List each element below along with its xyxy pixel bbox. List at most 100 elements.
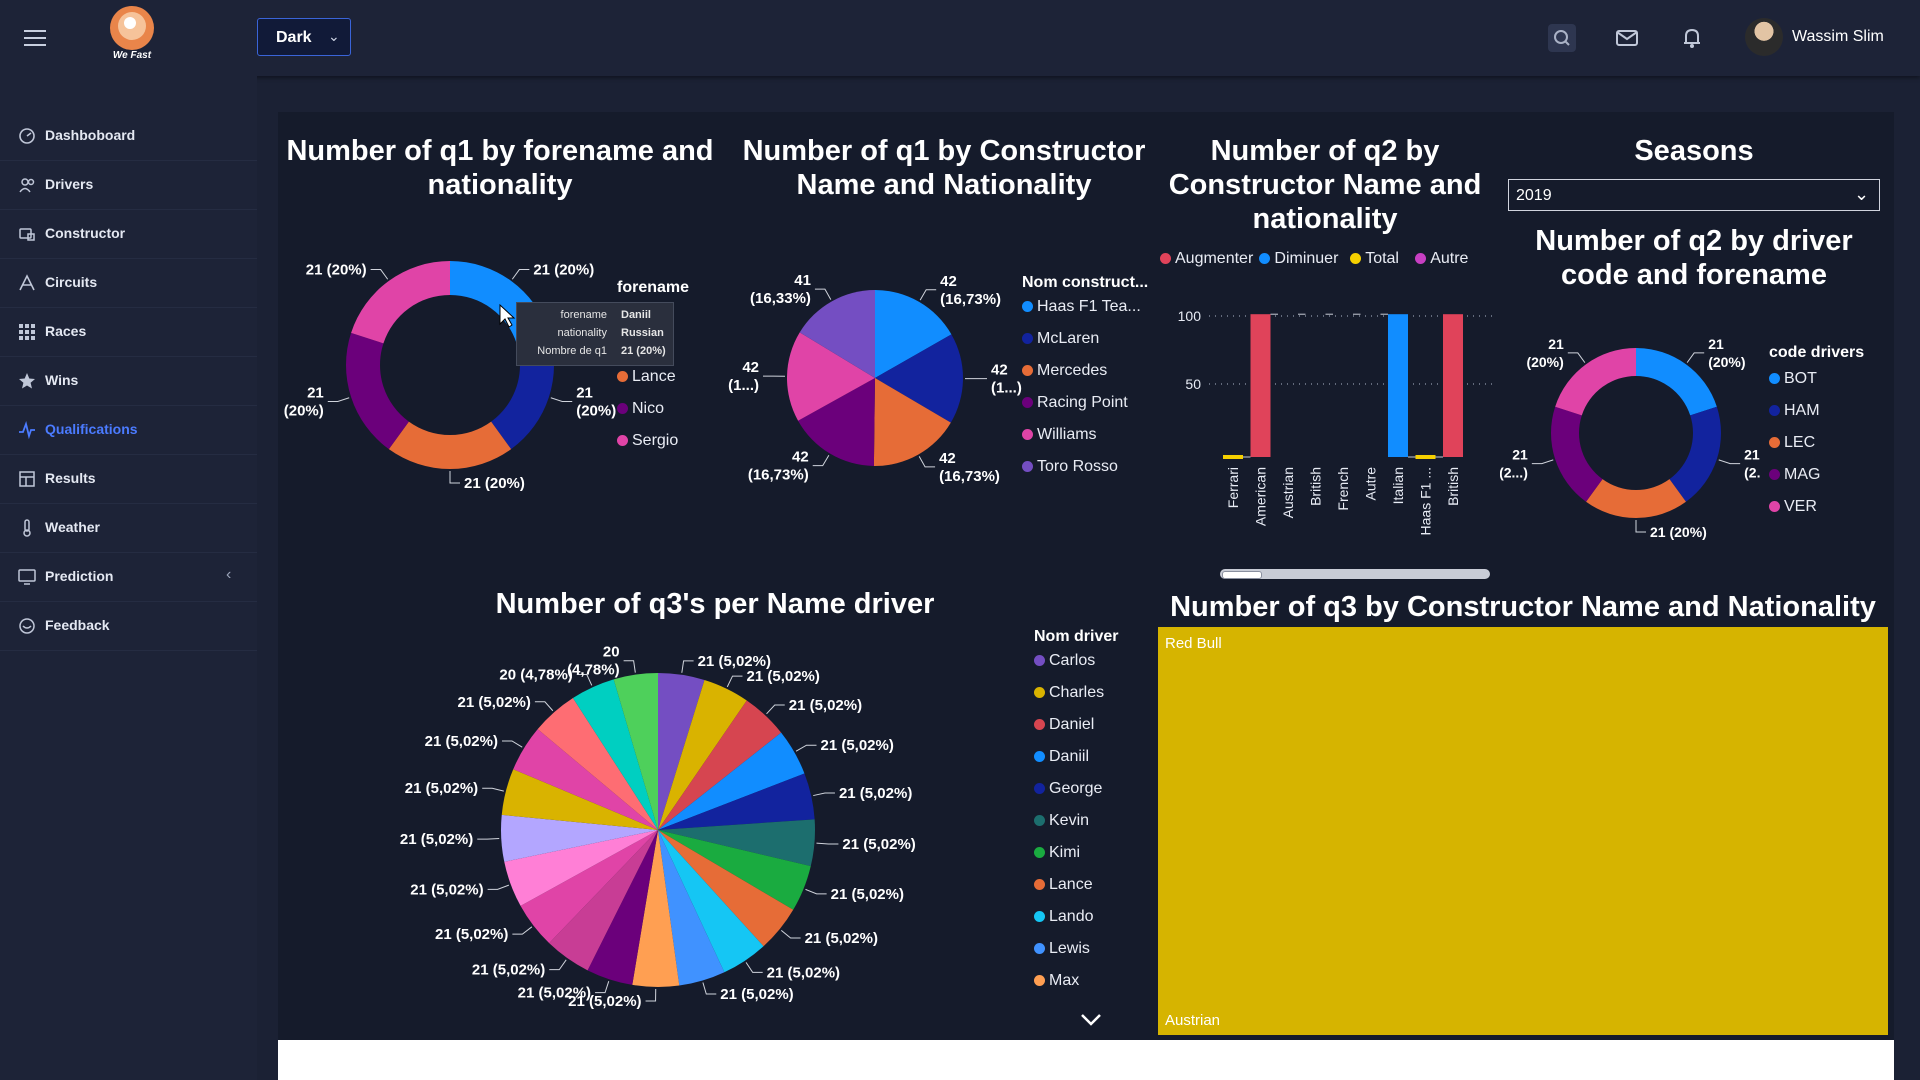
legend-item[interactable]: George (1034, 780, 1102, 798)
legend-item[interactable]: LEC (1769, 434, 1815, 452)
donut-slice[interactable] (1555, 348, 1636, 416)
legend-item[interactable]: Mercedes (1022, 362, 1107, 380)
sidebar-item-prediction[interactable]: Prediction ‹ (0, 553, 257, 601)
legend-item[interactable]: VER (1769, 498, 1817, 516)
pie-slice[interactable] (632, 830, 680, 987)
sidebar-item-constructor[interactable]: Constructor (0, 210, 257, 258)
legend-item[interactable]: Toro Rosso (1022, 458, 1118, 476)
sidebar-item-weather[interactable]: Weather (0, 504, 257, 552)
horizontal-scrollbar[interactable] (1220, 569, 1490, 579)
waterfall-bar[interactable] (1443, 314, 1463, 457)
legend-scroll-down-icon[interactable] (1080, 1012, 1102, 1028)
legend-item[interactable]: Lance (1034, 876, 1093, 894)
pie-slice[interactable] (549, 830, 658, 971)
app-logo[interactable] (100, 2, 164, 66)
waterfall-bar[interactable] (1223, 455, 1243, 459)
legend-item[interactable]: Carlos (1034, 652, 1095, 670)
donut-slice[interactable] (351, 261, 450, 344)
bell-icon[interactable] (1677, 23, 1707, 53)
donut-slice[interactable] (1551, 406, 1603, 502)
sidebar-item-dashboboard[interactable]: Dashboboard (0, 112, 257, 160)
pie-slice[interactable] (798, 378, 875, 466)
pie-slice[interactable] (658, 773, 815, 830)
legend-item[interactable]: Sergio (617, 432, 678, 450)
legend-item[interactable]: Lance (617, 368, 676, 386)
legend-item[interactable]: Lewis (1034, 940, 1090, 958)
legend-item[interactable]: Daniil (1034, 748, 1089, 766)
sidebar-item-drivers[interactable]: Drivers (0, 161, 257, 209)
waterfall-bar[interactable] (1388, 314, 1408, 457)
donut-slice[interactable] (1586, 479, 1686, 518)
legend-item[interactable]: Charles (1034, 684, 1104, 702)
q3-driver-pie-chart[interactable]: 21 (5,02%)21 (5,02%)21 (5,02%)21 (5,02%)… (360, 625, 960, 1020)
pie-slice[interactable] (875, 290, 952, 378)
sidebar-item-feedback[interactable]: Feedback (0, 602, 257, 650)
legend-item[interactable]: Autre (1415, 250, 1468, 268)
legend-item[interactable]: BOT (1769, 370, 1817, 388)
legend-label: Lando (1049, 908, 1094, 925)
pie-slice[interactable] (587, 830, 658, 985)
sidebar-item-results[interactable]: Results (0, 455, 257, 503)
seasons-dropdown[interactable]: 2019 ⌄ (1508, 179, 1880, 211)
sidebar-item-qualifications[interactable]: Qualifications (0, 406, 257, 454)
avatar[interactable] (1745, 18, 1783, 56)
pie-slice[interactable] (537, 698, 658, 830)
scrollbar-thumb[interactable] (1222, 571, 1262, 579)
legend-item[interactable]: Kevin (1034, 812, 1089, 830)
q2-driver-donut-chart[interactable]: 21 (20%) 21 (2...) 21 (20%) 21 (2...) 21 (20%) (1500, 315, 1760, 545)
q2-waterfall-chart[interactable]: 100 50 Ferrari American Austrian British Frenc… (1165, 275, 1495, 535)
chevron-left-icon[interactable]: ‹ (226, 566, 232, 583)
pie-slice[interactable] (658, 700, 782, 830)
legend-item[interactable]: Haas F1 Tea... (1022, 298, 1141, 316)
search-icon[interactable] (1547, 23, 1577, 53)
legend-item[interactable]: Williams (1022, 426, 1097, 444)
pie-slice[interactable] (658, 830, 725, 986)
pie-slice[interactable] (799, 290, 875, 378)
pie-slice[interactable] (613, 673, 658, 830)
legend-item[interactable]: Nico (617, 400, 664, 418)
data-label: (16,73%) (939, 468, 1000, 485)
pie-slice[interactable] (504, 830, 658, 906)
donut-slice[interactable] (1636, 348, 1717, 416)
sidebar-item-races[interactable]: Races (0, 308, 257, 356)
pie-slice[interactable] (658, 830, 794, 947)
waterfall-bar[interactable] (1415, 455, 1436, 459)
legend-item[interactable]: Total (1350, 250, 1399, 268)
pie-slice[interactable] (658, 830, 764, 973)
legend-item[interactable]: Augmenter (1160, 250, 1253, 268)
q1-constructor-pie-chart[interactable]: 42(16,73%)42(1...)42(16,73%)42(16,73%)42… (720, 250, 1030, 510)
legend-item[interactable]: McLaren (1022, 330, 1099, 348)
pie-slice[interactable] (658, 819, 815, 867)
legend-item[interactable]: Daniel (1034, 716, 1094, 734)
pie-slice[interactable] (875, 334, 963, 423)
pie-slice[interactable] (658, 830, 811, 910)
q3-constructor-treemap-tile[interactable]: Red Bull Austrian (1158, 627, 1888, 1035)
mail-icon[interactable] (1612, 23, 1642, 53)
pie-slice[interactable] (873, 378, 951, 466)
pie-slice[interactable] (501, 814, 658, 862)
sidebar-item-wins[interactable]: Wins (0, 357, 257, 405)
sidebar-item-circuits[interactable]: Circuits (0, 259, 257, 307)
legend-item[interactable]: Max (1034, 972, 1079, 990)
hamburger-menu-icon[interactable] (18, 22, 52, 52)
legend-item[interactable]: Kimi (1034, 844, 1080, 862)
pie-slice[interactable] (513, 729, 658, 830)
legend-item[interactable]: MAG (1769, 466, 1820, 484)
donut-slice[interactable] (388, 421, 512, 469)
pie-slice[interactable] (658, 673, 705, 830)
waterfall-bar[interactable] (1250, 314, 1271, 457)
user-name[interactable]: Wassim Slim (1792, 28, 1884, 45)
legend-item[interactable]: Racing Point (1022, 394, 1128, 412)
pie-slice[interactable] (787, 332, 875, 421)
legend-item[interactable]: Diminuer (1259, 250, 1338, 268)
theme-select[interactable]: Dark ⌄ (257, 18, 351, 56)
pie-slice[interactable] (501, 769, 658, 830)
pie-slice[interactable] (658, 732, 805, 830)
legend-item[interactable]: HAM (1769, 402, 1820, 420)
legend-item[interactable]: Lando (1034, 908, 1094, 926)
donut-slice[interactable] (346, 332, 409, 450)
pie-slice[interactable] (658, 680, 747, 830)
pie-slice[interactable] (520, 830, 658, 944)
donut-slice[interactable] (1669, 406, 1721, 502)
pie-slice[interactable] (572, 679, 658, 830)
